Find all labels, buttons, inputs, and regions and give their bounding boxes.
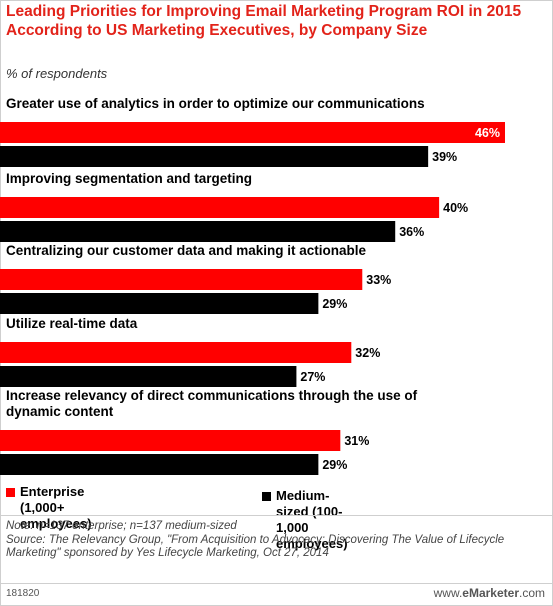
data-label: 27% <box>300 370 325 384</box>
source-text: Source: The Relevancy Group, "From Acqui… <box>6 533 505 560</box>
medium-bar <box>0 454 319 475</box>
bar-chart: Greater use of analytics in order to opt… <box>0 96 505 475</box>
data-label: 31% <box>344 434 369 448</box>
chart-notes: Note: n=137 enterprise; n=137 medium-siz… <box>6 520 546 561</box>
legend-enterprise-swatch <box>6 488 15 497</box>
data-label: 40% <box>443 201 468 215</box>
category-label: Greater use of analytics in order to opt… <box>6 96 425 111</box>
chart-subtitle: % of respondents <box>6 66 108 81</box>
brand-prefix: www. <box>433 586 463 600</box>
data-label: 29% <box>322 458 347 472</box>
enterprise-bar <box>0 342 352 363</box>
enterprise-bar <box>0 122 505 143</box>
legend-enterprise-label-line1: Enterprise <box>20 484 85 499</box>
brand-link[interactable]: www.eMarketer.com <box>434 586 545 600</box>
medium-bar <box>0 146 429 167</box>
data-label: 33% <box>366 273 391 287</box>
brand-name: eMarketer <box>462 586 519 600</box>
divider-top <box>0 515 553 516</box>
data-label: 36% <box>399 225 424 239</box>
category-label: Increase relevancy of direct communicati… <box>6 388 418 419</box>
medium-bar <box>0 293 319 314</box>
legend-medium-swatch <box>262 492 271 501</box>
data-label: 32% <box>355 346 380 360</box>
note-text: Note: n=137 enterprise; n=137 medium-siz… <box>6 520 237 532</box>
enterprise-bar <box>0 430 341 451</box>
data-label: 29% <box>322 297 347 311</box>
data-label: 39% <box>432 150 457 164</box>
divider-bottom <box>0 583 553 584</box>
chart-title: Leading Priorities for Improving Email M… <box>6 3 522 39</box>
category-label: Improving segmentation and targeting <box>6 171 252 186</box>
category-label: Utilize real-time data <box>6 316 138 331</box>
enterprise-bar <box>0 197 440 218</box>
legend-enterprise-label-line2: (1,000+ employees) <box>20 500 92 531</box>
category-label: Centralizing our customer data and makin… <box>6 243 367 258</box>
data-label: 46% <box>475 126 500 140</box>
chart-id: 181820 <box>6 588 40 599</box>
medium-bar <box>0 366 297 387</box>
enterprise-bar <box>0 269 363 290</box>
brand-suffix: .com <box>518 586 545 600</box>
medium-bar <box>0 221 396 242</box>
